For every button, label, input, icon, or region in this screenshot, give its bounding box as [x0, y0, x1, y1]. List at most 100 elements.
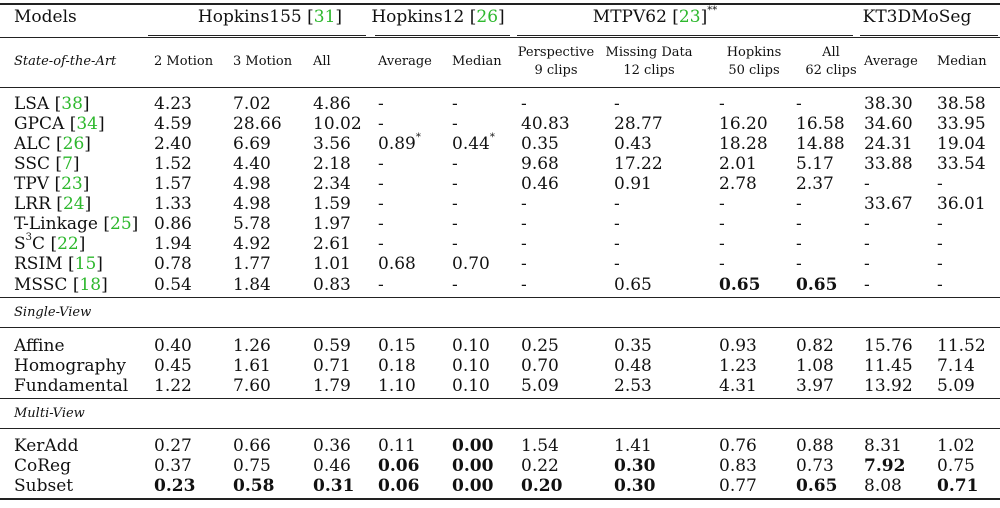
table-cell: 0.91 [614, 174, 652, 194]
table-cell: - [937, 234, 943, 254]
citation-link[interactable]: 31 [313, 7, 336, 27]
col-header-l2: 12 clips [623, 63, 675, 78]
table-cell: 0.44* [452, 132, 495, 154]
table-cell: - [864, 234, 870, 254]
table-cell: 0.15 [378, 336, 416, 356]
table-cell: 7.02 [233, 94, 271, 114]
header-group-4: KT3DMoSeg [862, 7, 972, 27]
table-cell: 0.88 [796, 436, 834, 456]
table-cell: 7.14 [937, 356, 975, 376]
table-cell: 0.35 [521, 134, 559, 154]
table-cell: - [719, 94, 725, 114]
row-label: SSC [7] [14, 154, 80, 174]
table-cell: 0.83 [719, 456, 757, 476]
table-cell: 2.78 [719, 174, 757, 194]
table-cell: 0.78 [154, 254, 192, 274]
table-cell: - [378, 194, 384, 214]
table-cell: - [452, 214, 458, 234]
table-cell: 10.02 [313, 114, 362, 134]
table-cell: 1.10 [378, 376, 416, 396]
row-label: Subset [14, 476, 74, 496]
section-title: Single-View [14, 305, 92, 320]
table-cell: 2.61 [313, 234, 351, 254]
table-cell: - [937, 174, 943, 194]
table-cell: - [614, 234, 620, 254]
citation-link[interactable]: 24 [62, 194, 85, 214]
table-cell: 3.56 [313, 134, 351, 154]
table-cell: - [614, 194, 620, 214]
table-cell: - [719, 194, 725, 214]
citation-link[interactable]: 7 [62, 154, 73, 174]
table-cell: 0.83 [313, 275, 351, 295]
citation-link[interactable]: 34 [76, 114, 98, 134]
table-cell: 0.48 [614, 356, 652, 376]
table-cell: 1.08 [796, 356, 834, 376]
table-cell: 0.06 [378, 476, 420, 496]
table-cell: 0.45 [154, 356, 192, 376]
table-cell: - [796, 234, 802, 254]
citation-link[interactable]: 38 [61, 94, 83, 114]
table-cell: 0.10 [452, 356, 490, 376]
group-rule [375, 35, 510, 36]
row-label: LSA [38] [14, 94, 90, 114]
table-cell: 1.01 [313, 254, 351, 274]
table-cell: 34.60 [864, 114, 913, 134]
table-cell: 0.22 [521, 456, 559, 476]
citation-link[interactable]: 22 [57, 234, 79, 254]
table-cell: 1.59 [313, 194, 351, 214]
table-cell: - [937, 254, 943, 274]
citation-link[interactable]: 23 [678, 7, 701, 27]
citation-link[interactable]: 26 [62, 134, 85, 154]
col-header-l1: All [822, 45, 840, 60]
table-cell: 0.27 [154, 436, 192, 456]
table-cell: 8.08 [864, 476, 902, 496]
table-cell: 4.86 [313, 94, 351, 114]
header-models: Models [14, 7, 77, 27]
table-cell: 4.40 [233, 154, 271, 174]
citation-link[interactable]: 15 [74, 254, 97, 274]
row-label: LRR [24] [14, 194, 92, 214]
table-cell: 38.30 [864, 94, 913, 114]
table-cell: 0.10 [452, 376, 490, 396]
table-cell: 1.54 [521, 436, 559, 456]
table-cell: - [452, 94, 458, 114]
table-cell: 28.77 [614, 114, 663, 134]
table-cell: 1.02 [937, 436, 975, 456]
row-label: S3C [22] [14, 232, 86, 254]
table-cell: 1.22 [154, 376, 192, 396]
table-cell: 0.20 [521, 476, 563, 496]
table-cell: - [719, 214, 725, 234]
table-cell: 8.31 [864, 436, 902, 456]
table-cell: 1.77 [233, 254, 271, 274]
citation-link[interactable]: 23 [61, 174, 83, 194]
table-cell: 7.60 [233, 376, 271, 396]
section-rule [0, 327, 1000, 328]
table-cell: - [864, 214, 870, 234]
table-cell: - [452, 154, 458, 174]
table-cell: 36.01 [937, 194, 986, 214]
citation-link[interactable]: 26 [476, 7, 499, 27]
table-cell: - [937, 214, 943, 234]
table-cell: 0.06 [378, 456, 420, 476]
table-cell: - [937, 275, 943, 295]
table-cell: 15.76 [864, 336, 913, 356]
table-cell: 0.68 [378, 254, 416, 274]
row-label: KerAdd [14, 436, 79, 456]
table-cell: 1.41 [614, 436, 652, 456]
row-label: T-Linkage [25] [14, 214, 139, 234]
table-cell: 38.58 [937, 94, 986, 114]
col-header-l1: Hopkins [726, 45, 782, 60]
citation-link[interactable]: 18 [79, 275, 102, 295]
citation-link[interactable]: 25 [110, 214, 132, 234]
table-cell: 0.59 [313, 336, 351, 356]
table-cell: - [521, 254, 527, 274]
table-cell: 1.57 [154, 174, 192, 194]
col-header-l2: 9 clips [534, 63, 578, 78]
table-cell: 0.71 [313, 356, 351, 376]
table-cell: 1.97 [313, 214, 351, 234]
row-label: CoReg [14, 456, 71, 476]
table-cell: 2.01 [719, 154, 757, 174]
row-label: Fundamental [14, 376, 129, 396]
table-cell: 16.58 [796, 114, 845, 134]
